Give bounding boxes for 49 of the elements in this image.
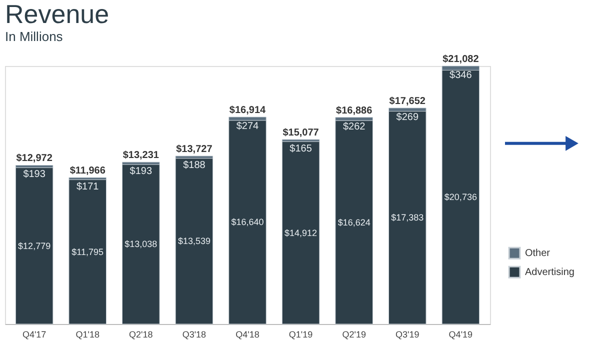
legend-label: Advertising: [525, 267, 574, 278]
data-label: $13,539: [178, 236, 210, 246]
bar: [175, 158, 214, 324]
data-label: $346: [450, 70, 472, 81]
data-label: $12,779: [18, 240, 51, 251]
data-label: $11,795: [72, 246, 104, 257]
total-label: $16,886: [336, 105, 373, 116]
data-label: $262: [342, 121, 366, 132]
data-label: $13,038: [124, 239, 158, 250]
x-tick-label: Q1'19: [288, 330, 313, 340]
data-label: $193: [23, 169, 46, 180]
x-tick-label: Q4'18: [236, 330, 260, 340]
total-label: $17,652: [389, 96, 426, 107]
x-tick-label: Q4'19: [448, 330, 473, 340]
total-label: $12,972: [16, 153, 53, 164]
x-tick-label: Q1'18: [76, 330, 100, 340]
total-label: $15,077: [282, 127, 320, 138]
x-tick-label: Q4'17: [22, 330, 46, 340]
total-label: $13,727: [176, 144, 213, 156]
legend-label: Other: [525, 248, 551, 260]
data-label: $188: [183, 160, 206, 172]
bar: [15, 167, 54, 324]
chart-title: Revenue: [5, 0, 110, 29]
x-tick-label: Q2'19: [342, 330, 366, 340]
data-label: $14,912: [284, 228, 318, 238]
data-label: $16,624: [338, 217, 370, 228]
total-label: $16,914: [229, 105, 266, 116]
data-label: $274: [236, 121, 260, 132]
bar: [228, 120, 266, 324]
chart-subtitle: In Millions: [5, 29, 64, 44]
total-label: $13,231: [122, 150, 160, 162]
bar: [388, 111, 426, 324]
bar: [282, 141, 320, 324]
total-label: $21,082: [442, 54, 480, 65]
data-label: $171: [76, 182, 100, 193]
data-label: $269: [396, 112, 419, 123]
bar: [442, 70, 480, 324]
data-label: $20,736: [444, 192, 477, 202]
data-label: $16,640: [231, 217, 264, 228]
x-tick-label: Q2'18: [129, 330, 153, 340]
data-label: $193: [130, 166, 152, 178]
x-tick-label: Q3'18: [182, 330, 206, 340]
data-label: $165: [290, 143, 312, 154]
data-label: $17,383: [391, 212, 424, 223]
total-label: $11,966: [70, 166, 106, 177]
bar: [68, 179, 107, 324]
x-tick-label: Q3'19: [396, 330, 420, 340]
bar: [335, 120, 373, 324]
bar: [122, 164, 160, 324]
